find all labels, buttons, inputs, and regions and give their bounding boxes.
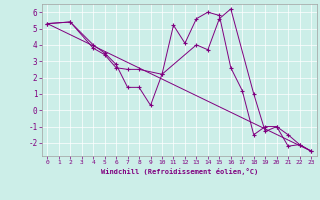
X-axis label: Windchill (Refroidissement éolien,°C): Windchill (Refroidissement éolien,°C) xyxy=(100,168,258,175)
